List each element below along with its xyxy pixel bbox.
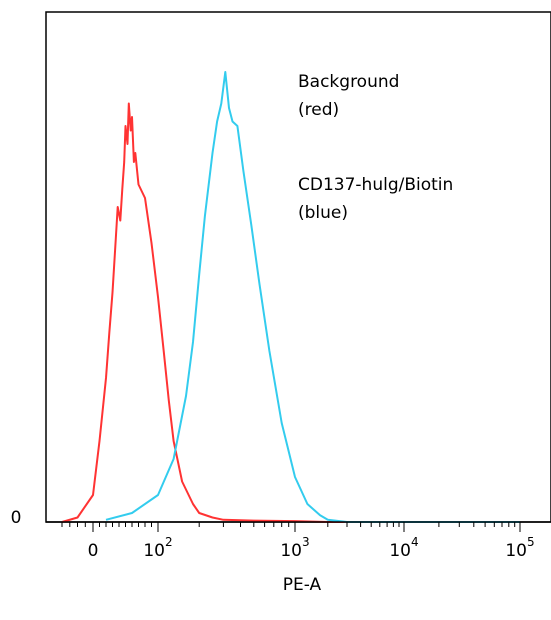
annotation-red: (red)	[298, 100, 339, 120]
annotation-blue: (blue)	[298, 203, 348, 223]
series-background-red	[61, 102, 520, 523]
x-axis-ticks	[61, 522, 521, 532]
plot-frame	[45, 11, 551, 523]
annotation-background: Background	[298, 72, 399, 92]
y-tick-label-0: 0	[11, 508, 22, 528]
x-tick-label-0: 0	[88, 541, 99, 561]
series-cd137-blue	[105, 71, 520, 523]
x-tick-label-10-4: 104	[389, 535, 418, 561]
x-tick-label-10-5: 105	[505, 535, 534, 561]
x-axis-label: PE-A	[283, 575, 322, 595]
annotation-cd137: CD137-hulg/Biotin	[298, 175, 453, 195]
background-red-curve	[61, 102, 520, 523]
x-tick-label-10-2: 102	[143, 535, 172, 561]
cd137-blue-curve	[105, 71, 520, 523]
x-tick-label-10-3: 103	[280, 535, 309, 561]
